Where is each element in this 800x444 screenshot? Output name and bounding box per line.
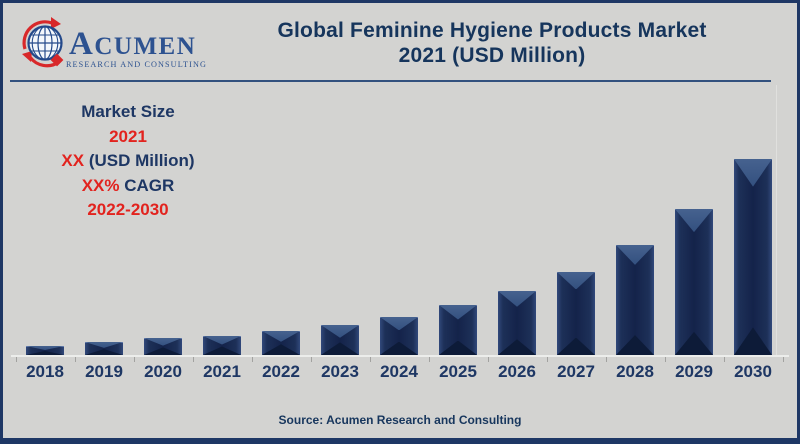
market-size-xx: XX: [61, 151, 85, 170]
source-note: Source: Acumen Research and Consulting: [278, 413, 522, 427]
bar-2024: [380, 317, 418, 355]
x-axis-line: [11, 355, 789, 357]
rotation-arrows-icon: [22, 17, 61, 68]
bar-2018: [26, 346, 64, 355]
x-axis-label-2022: 2022: [262, 362, 300, 381]
bar-2019: [85, 342, 123, 355]
x-axis-tick: [664, 357, 666, 362]
x-axis-tick: [487, 357, 489, 362]
bar-2027: [557, 272, 595, 355]
chart-title-line1: Global Feminine Hygiene Products Market: [277, 19, 707, 42]
x-axis-tick: [369, 357, 371, 362]
x-axis-label-2018: 2018: [26, 362, 64, 381]
globe-icon: [27, 25, 63, 61]
x-axis-tick: [310, 357, 312, 362]
chart-title-line2: 2021 (USD Million): [398, 44, 586, 67]
x-axis-tick: [428, 357, 430, 362]
acumen-logo: ACUMEN RESEARCH AND CONSULTING: [22, 17, 207, 69]
x-axis-label-2029: 2029: [675, 362, 713, 381]
market-size-unit: (USD Million): [84, 151, 195, 170]
x-axis-label-2026: 2026: [498, 362, 536, 381]
forecast-period: 2022-2030: [87, 200, 169, 219]
x-axis-tick: [605, 357, 607, 362]
bar-2030: [734, 159, 772, 355]
x-axis-label-2020: 2020: [144, 362, 182, 381]
bar-2022: [262, 331, 300, 355]
x-axis-label-2021: 2021: [203, 362, 241, 381]
cagr-value: XX%: [81, 175, 120, 195]
bar-2028: [616, 245, 654, 355]
market-size-label: Market Size: [81, 102, 175, 121]
market-size-panel: Market Size 2021 XX (USD Million) XX% CA…: [30, 100, 226, 223]
x-axis-label-2028: 2028: [616, 362, 654, 381]
x-axis-label-2023: 2023: [321, 362, 359, 381]
bar-2029: [675, 209, 713, 355]
plot-area-right-edge: [776, 85, 777, 355]
bar-2023: [321, 325, 359, 355]
x-axis-label-2030: 2030: [734, 362, 772, 381]
x-axis-tick: [251, 357, 253, 362]
x-axis-label-2024: 2024: [380, 362, 418, 381]
x-axis-tick: [723, 357, 725, 362]
logo-tagline: RESEARCH AND CONSULTING: [66, 60, 207, 69]
x-axis-tick: [782, 357, 784, 362]
x-axis-tick: [74, 357, 76, 362]
chart-title: Global Feminine Hygiene Products Market …: [208, 18, 776, 68]
market-size-year: 2021: [109, 126, 147, 146]
diamond-icon: [50, 53, 64, 67]
logo-wordmark: ACUMEN: [69, 26, 196, 62]
bar-2026: [498, 291, 536, 355]
bar-2020: [144, 338, 182, 355]
x-axis-label-2025: 2025: [439, 362, 477, 381]
cagr-line: XX% CAGR: [30, 174, 226, 199]
bar-2021: [203, 336, 241, 355]
x-axis-tick: [15, 357, 17, 362]
x-axis-tick: [546, 357, 548, 362]
x-axis-tick: [192, 357, 194, 362]
cagr-label: CAGR: [119, 175, 175, 195]
x-axis-tick: [133, 357, 135, 362]
bar-chart: [3, 3, 797, 355]
x-axis-label-2027: 2027: [557, 362, 595, 381]
market-size-value: XX (USD Million): [30, 149, 226, 174]
bar-2025: [439, 305, 477, 355]
header-divider: [10, 80, 771, 82]
x-axis-label-2019: 2019: [85, 362, 123, 381]
